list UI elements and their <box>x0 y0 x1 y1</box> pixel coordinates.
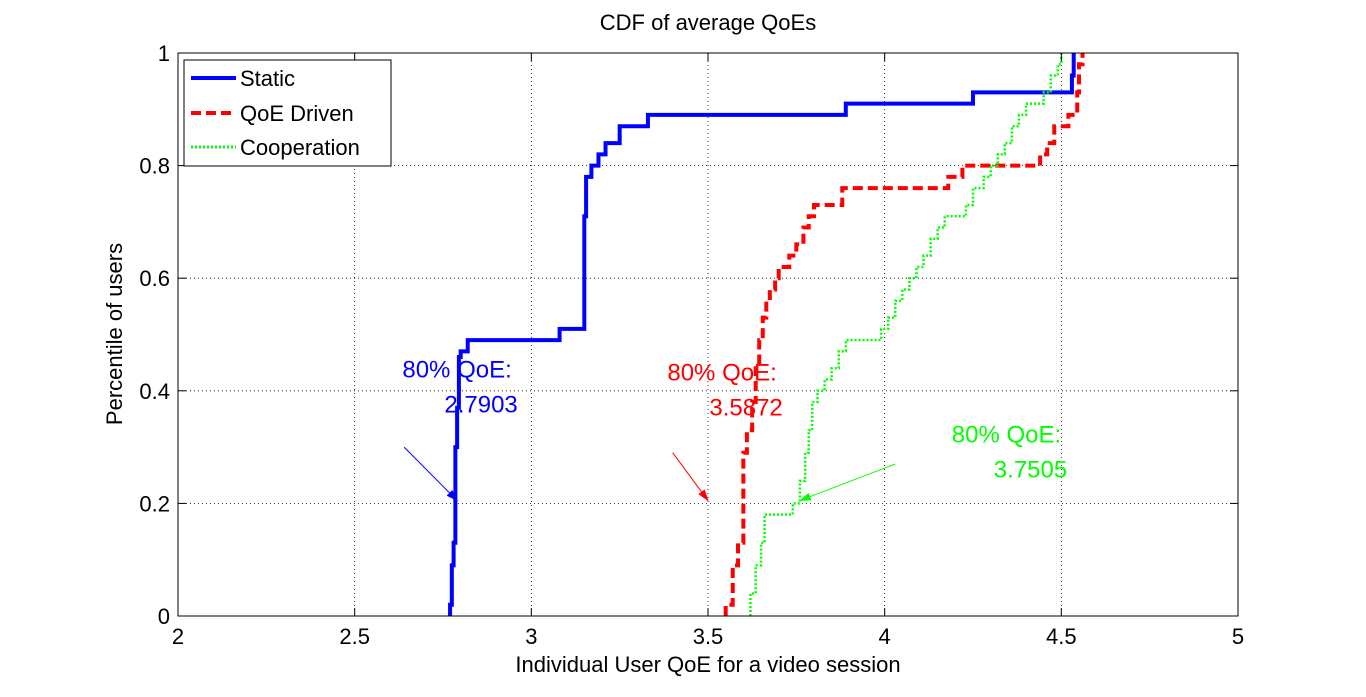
y-tick-label: 1 <box>158 41 170 66</box>
annotation-static-80-line2: 2.7903 <box>444 392 517 419</box>
series-line-qoe-driven <box>723 53 1085 616</box>
x-axis-label: Individual User QoE for a video session <box>515 652 900 677</box>
annotation-static-80-line1: 80% QoE: <box>402 357 511 384</box>
x-tick-label: 3.5 <box>693 624 724 649</box>
y-tick-label: 0.4 <box>139 379 170 404</box>
x-tick-label: 2.5 <box>339 624 370 649</box>
x-tick-label: 4 <box>879 624 891 649</box>
annotation-cooperation-80-arrow <box>798 463 896 502</box>
annotation-qoe-driven-80-arrow <box>672 452 709 502</box>
annotation-cooperation-80-line1: 80% QoE: <box>952 421 1061 448</box>
annotation-static-80-arrow <box>403 446 458 502</box>
series-group <box>448 53 1085 616</box>
series-line-cooperation <box>749 53 1063 616</box>
ticks: 2 2.5 3 3.5 4 4.5 5 0 0.2 0.4 0.6 0.8 1 <box>139 41 1244 649</box>
annotation-qoe-driven-80-line1: 80% QoE: <box>667 359 776 386</box>
y-tick-label: 0.6 <box>139 266 170 291</box>
annotation-qoe-driven-80-line2: 3.5872 <box>709 394 782 421</box>
x-tick-label: 2 <box>172 624 184 649</box>
annotation-cooperation-80-line2: 3.7505 <box>994 456 1067 483</box>
x-tick-label: 3 <box>525 624 537 649</box>
legend-label-qoe-driven: QoE Driven <box>240 101 354 126</box>
y-tick-label: 0 <box>158 604 170 629</box>
legend-label-static: Static <box>240 66 295 91</box>
legend: Static QoE Driven Cooperation <box>183 59 392 167</box>
x-tick-label: 5 <box>1232 624 1244 649</box>
y-tick-label: 0.8 <box>139 154 170 179</box>
annotations: 80% QoE: 2.7903 80% QoE: 3.5872 80% QoE: 3.75… <box>402 357 1067 502</box>
y-axis-label: Percentile of users <box>102 243 127 425</box>
legend-label-cooperation: Cooperation <box>240 135 360 160</box>
chart-title: CDF of average QoEs <box>600 10 816 35</box>
x-tick-label: 4.5 <box>1046 624 1077 649</box>
y-tick-label: 0.2 <box>139 491 170 516</box>
